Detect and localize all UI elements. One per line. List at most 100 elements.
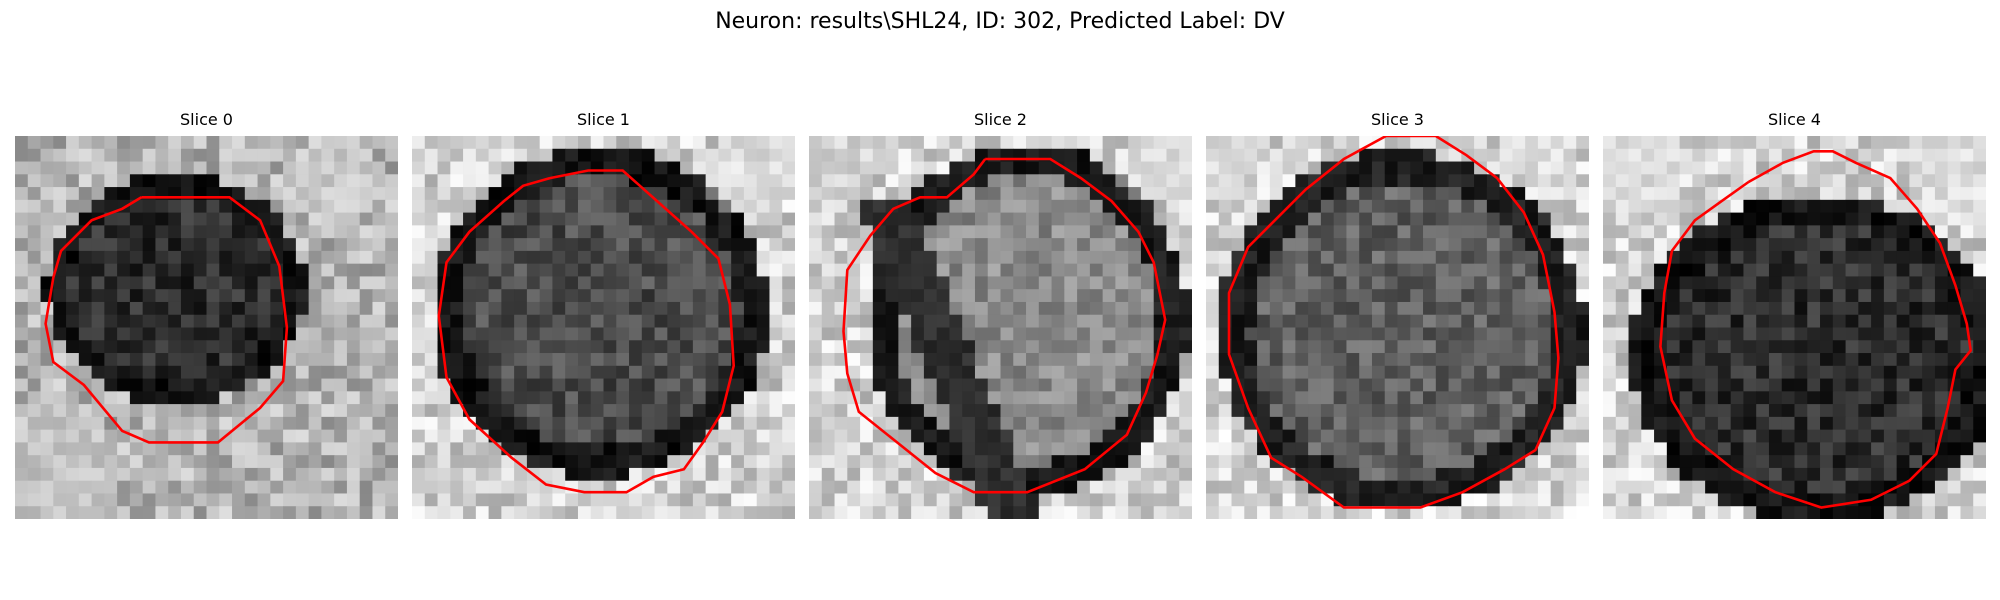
image-pixel <box>1858 238 1872 252</box>
image-pixel <box>270 212 284 226</box>
image-pixel <box>1756 493 1770 507</box>
image-pixel <box>193 442 207 456</box>
slice-image-0 <box>15 136 398 519</box>
image-pixel <box>155 174 169 188</box>
image-pixel <box>1743 276 1757 290</box>
image-pixel <box>450 365 464 379</box>
image-pixel <box>1038 429 1052 443</box>
image-pixel <box>1244 429 1258 443</box>
image-pixel <box>577 276 592 290</box>
image-pixel <box>1947 250 1961 265</box>
image-pixel <box>1896 404 1910 418</box>
image-pixel <box>1654 199 1668 213</box>
image-pixel <box>1525 250 1539 265</box>
image-pixel <box>962 378 976 392</box>
image-pixel <box>974 416 989 431</box>
image-pixel <box>1320 301 1335 316</box>
image-pixel <box>206 314 220 328</box>
image-pixel <box>1666 225 1680 239</box>
image-pixel <box>885 174 899 188</box>
image-pixel <box>334 365 348 379</box>
image-pixel <box>667 314 681 328</box>
image-pixel <box>756 340 770 354</box>
image-pixel <box>1934 391 1949 405</box>
image-pixel <box>1537 378 1552 392</box>
image-pixel <box>129 276 144 290</box>
image-pixel <box>603 301 617 316</box>
image-pixel <box>1038 378 1052 392</box>
image-pixel <box>334 391 348 405</box>
image-pixel <box>1179 174 1192 188</box>
image-pixel <box>193 289 207 303</box>
image-pixel <box>1435 301 1449 316</box>
image-pixel <box>1525 416 1539 431</box>
image-pixel <box>756 314 770 328</box>
image-pixel <box>974 365 989 379</box>
image-pixel <box>1858 301 1872 316</box>
image-pixel <box>1064 187 1078 201</box>
image-pixel <box>1461 391 1475 405</box>
image-pixel <box>654 276 668 290</box>
image-pixel <box>1730 161 1744 175</box>
image-pixel <box>1743 212 1757 226</box>
image-pixel <box>974 263 989 277</box>
image-pixel <box>346 238 361 252</box>
image-pixel <box>911 353 925 367</box>
image-pixel <box>1423 148 1437 162</box>
image-pixel <box>1397 353 1411 367</box>
image-pixel <box>1717 327 1732 341</box>
image-pixel <box>834 327 848 341</box>
image-pixel <box>872 327 886 341</box>
slice-image-1 <box>412 136 795 519</box>
image-pixel <box>1333 480 1347 494</box>
image-pixel <box>565 391 579 405</box>
image-pixel <box>117 238 131 252</box>
image-pixel <box>1525 391 1539 405</box>
image-pixel <box>1576 301 1589 316</box>
image-pixel <box>1858 327 1872 341</box>
image-pixel <box>193 161 207 175</box>
image-pixel <box>1654 314 1668 328</box>
image-pixel <box>501 250 515 265</box>
image-pixel <box>1550 391 1564 405</box>
image-pixel <box>911 506 925 519</box>
image-pixel <box>577 250 592 265</box>
image-pixel <box>1641 314 1655 328</box>
image-pixel <box>692 148 707 162</box>
image-pixel <box>1871 199 1885 213</box>
image-pixel <box>1615 416 1629 431</box>
image-pixel <box>1257 506 1271 519</box>
image-pixel <box>1679 187 1693 201</box>
image-pixel <box>1871 404 1885 418</box>
image-pixel <box>1615 199 1629 213</box>
image-pixel <box>1730 340 1744 354</box>
image-pixel <box>475 148 489 162</box>
image-pixel <box>1333 187 1347 201</box>
image-pixel <box>308 480 322 494</box>
image-pixel <box>514 238 528 252</box>
image-pixel <box>1448 506 1462 519</box>
image-pixel <box>1486 353 1501 367</box>
image-pixel <box>1883 340 1898 354</box>
image-pixel <box>1089 148 1104 162</box>
image-pixel <box>1934 199 1949 213</box>
image-pixel <box>756 404 770 418</box>
image-pixel <box>1461 225 1475 239</box>
image-pixel <box>1871 455 1885 469</box>
image-pixel <box>718 238 732 252</box>
image-pixel <box>743 429 758 443</box>
image-pixel <box>1871 506 1885 519</box>
image-pixel <box>1244 391 1258 405</box>
image-pixel <box>641 250 655 265</box>
image-pixel <box>1231 480 1245 494</box>
image-pixel <box>1794 340 1808 354</box>
image-pixel <box>1308 212 1322 226</box>
image-pixel <box>1333 174 1347 188</box>
image-pixel <box>539 263 553 277</box>
image-pixel <box>1730 187 1744 201</box>
image-pixel <box>1320 353 1335 367</box>
image-pixel <box>1550 148 1564 162</box>
image-pixel <box>641 301 655 316</box>
image-pixel <box>1077 301 1091 316</box>
image-pixel <box>1051 136 1065 150</box>
